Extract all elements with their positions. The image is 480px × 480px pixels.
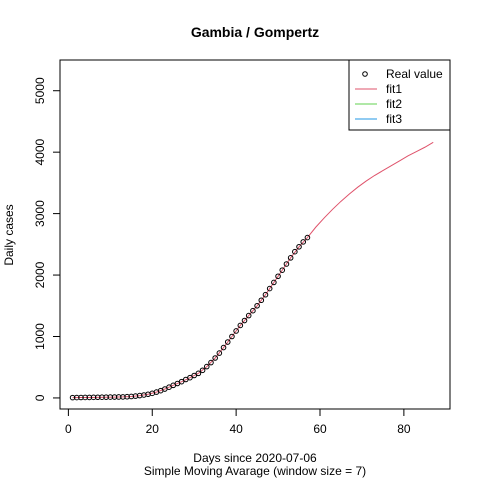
data-point [275, 273, 281, 280]
y-tick-label: 2000 [33, 261, 47, 288]
chart-title: Gambia / Gompertz [191, 24, 319, 40]
data-point [296, 243, 302, 250]
data-point [195, 370, 202, 377]
data-point [212, 355, 218, 361]
data-point [237, 322, 244, 329]
data-point [191, 372, 197, 379]
plot-area [69, 141, 434, 401]
data-point [216, 350, 223, 356]
x-tick-label: 80 [397, 422, 411, 436]
data-point [304, 234, 311, 241]
series-line-fit1 [72, 141, 434, 399]
x-axis-sublabel: Simple Moving Avarage (window size = 7) [144, 464, 366, 478]
x-tick-label: 60 [313, 422, 327, 436]
data-point [279, 267, 286, 273]
x-axis-label: Days since 2020-07-06 [193, 451, 317, 465]
legend-label: fit2 [386, 97, 402, 111]
data-point [224, 339, 231, 345]
legend-point-marker [362, 71, 368, 77]
data-point [208, 359, 214, 366]
y-tick-label: 1000 [33, 323, 47, 350]
data-point [287, 255, 294, 261]
data-point [203, 363, 210, 370]
data-point [250, 307, 256, 314]
legend-label: fit1 [386, 82, 402, 96]
data-point [233, 328, 239, 334]
x-axis: 0 20 40 60 80 [65, 409, 411, 436]
y-axis: 0 1000 2000 3000 4000 5000 [33, 77, 60, 401]
y-tick-label: 5000 [33, 77, 47, 104]
data-point [292, 248, 298, 255]
legend-label: Real value [386, 67, 443, 81]
x-tick-label: 20 [146, 422, 160, 436]
data-point [258, 297, 265, 304]
data-point [271, 279, 277, 286]
x-tick-label: 40 [229, 422, 243, 436]
data-point [262, 291, 269, 298]
legend-label: fit3 [386, 112, 402, 126]
data-point [199, 367, 206, 374]
x-tick-label: 0 [65, 422, 72, 436]
data-point [283, 261, 290, 267]
data-point [245, 312, 252, 319]
data-point [254, 302, 260, 309]
data-point [300, 239, 307, 245]
plot-frame [59, 59, 451, 410]
y-tick-label: 3000 [33, 200, 47, 227]
data-point [266, 285, 273, 292]
data-point [178, 378, 185, 385]
data-point [241, 317, 248, 324]
data-point [187, 374, 193, 381]
data-point [220, 344, 227, 351]
y-axis-label: Daily cases [2, 204, 16, 265]
data-point [229, 333, 235, 340]
y-tick-label: 4000 [33, 138, 47, 165]
y-tick-label: 0 [33, 394, 47, 401]
